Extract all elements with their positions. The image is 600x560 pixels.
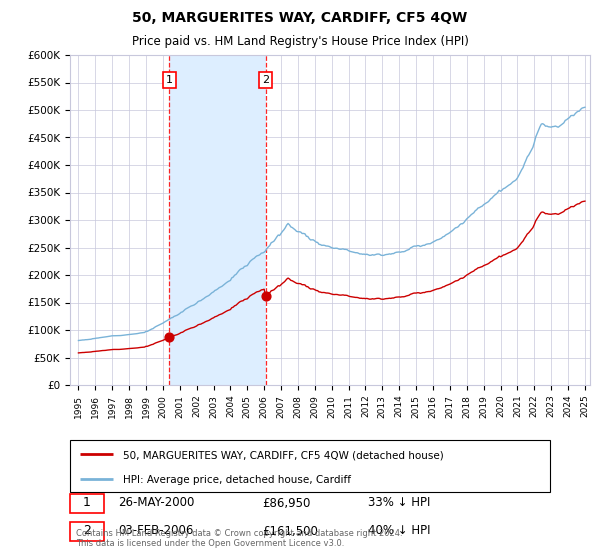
Text: £86,950: £86,950 bbox=[262, 497, 310, 510]
Text: 50, MARGUERITES WAY, CARDIFF, CF5 4QW: 50, MARGUERITES WAY, CARDIFF, CF5 4QW bbox=[133, 11, 467, 25]
Text: HPI: Average price, detached house, Cardiff: HPI: Average price, detached house, Card… bbox=[123, 475, 351, 485]
FancyBboxPatch shape bbox=[70, 440, 550, 492]
Text: 40% ↓ HPI: 40% ↓ HPI bbox=[368, 525, 430, 538]
Point bbox=[261, 292, 271, 301]
Text: 50, MARGUERITES WAY, CARDIFF, CF5 4QW (detached house): 50, MARGUERITES WAY, CARDIFF, CF5 4QW (d… bbox=[123, 450, 443, 460]
Text: 03-FEB-2006: 03-FEB-2006 bbox=[118, 525, 193, 538]
Text: 2: 2 bbox=[262, 74, 269, 85]
Text: Price paid vs. HM Land Registry's House Price Index (HPI): Price paid vs. HM Land Registry's House … bbox=[131, 35, 469, 49]
Text: £161,500: £161,500 bbox=[262, 525, 318, 538]
Text: Contains HM Land Registry data © Crown copyright and database right 2024.
This d: Contains HM Land Registry data © Crown c… bbox=[76, 529, 403, 548]
Text: 26-MAY-2000: 26-MAY-2000 bbox=[118, 497, 194, 510]
Text: 33% ↓ HPI: 33% ↓ HPI bbox=[368, 497, 430, 510]
FancyBboxPatch shape bbox=[70, 521, 104, 541]
Text: 1: 1 bbox=[166, 74, 173, 85]
Text: 1: 1 bbox=[83, 497, 91, 510]
Bar bbox=[169, 55, 266, 385]
Point bbox=[164, 333, 174, 342]
Text: 2: 2 bbox=[83, 525, 91, 538]
FancyBboxPatch shape bbox=[70, 493, 104, 513]
